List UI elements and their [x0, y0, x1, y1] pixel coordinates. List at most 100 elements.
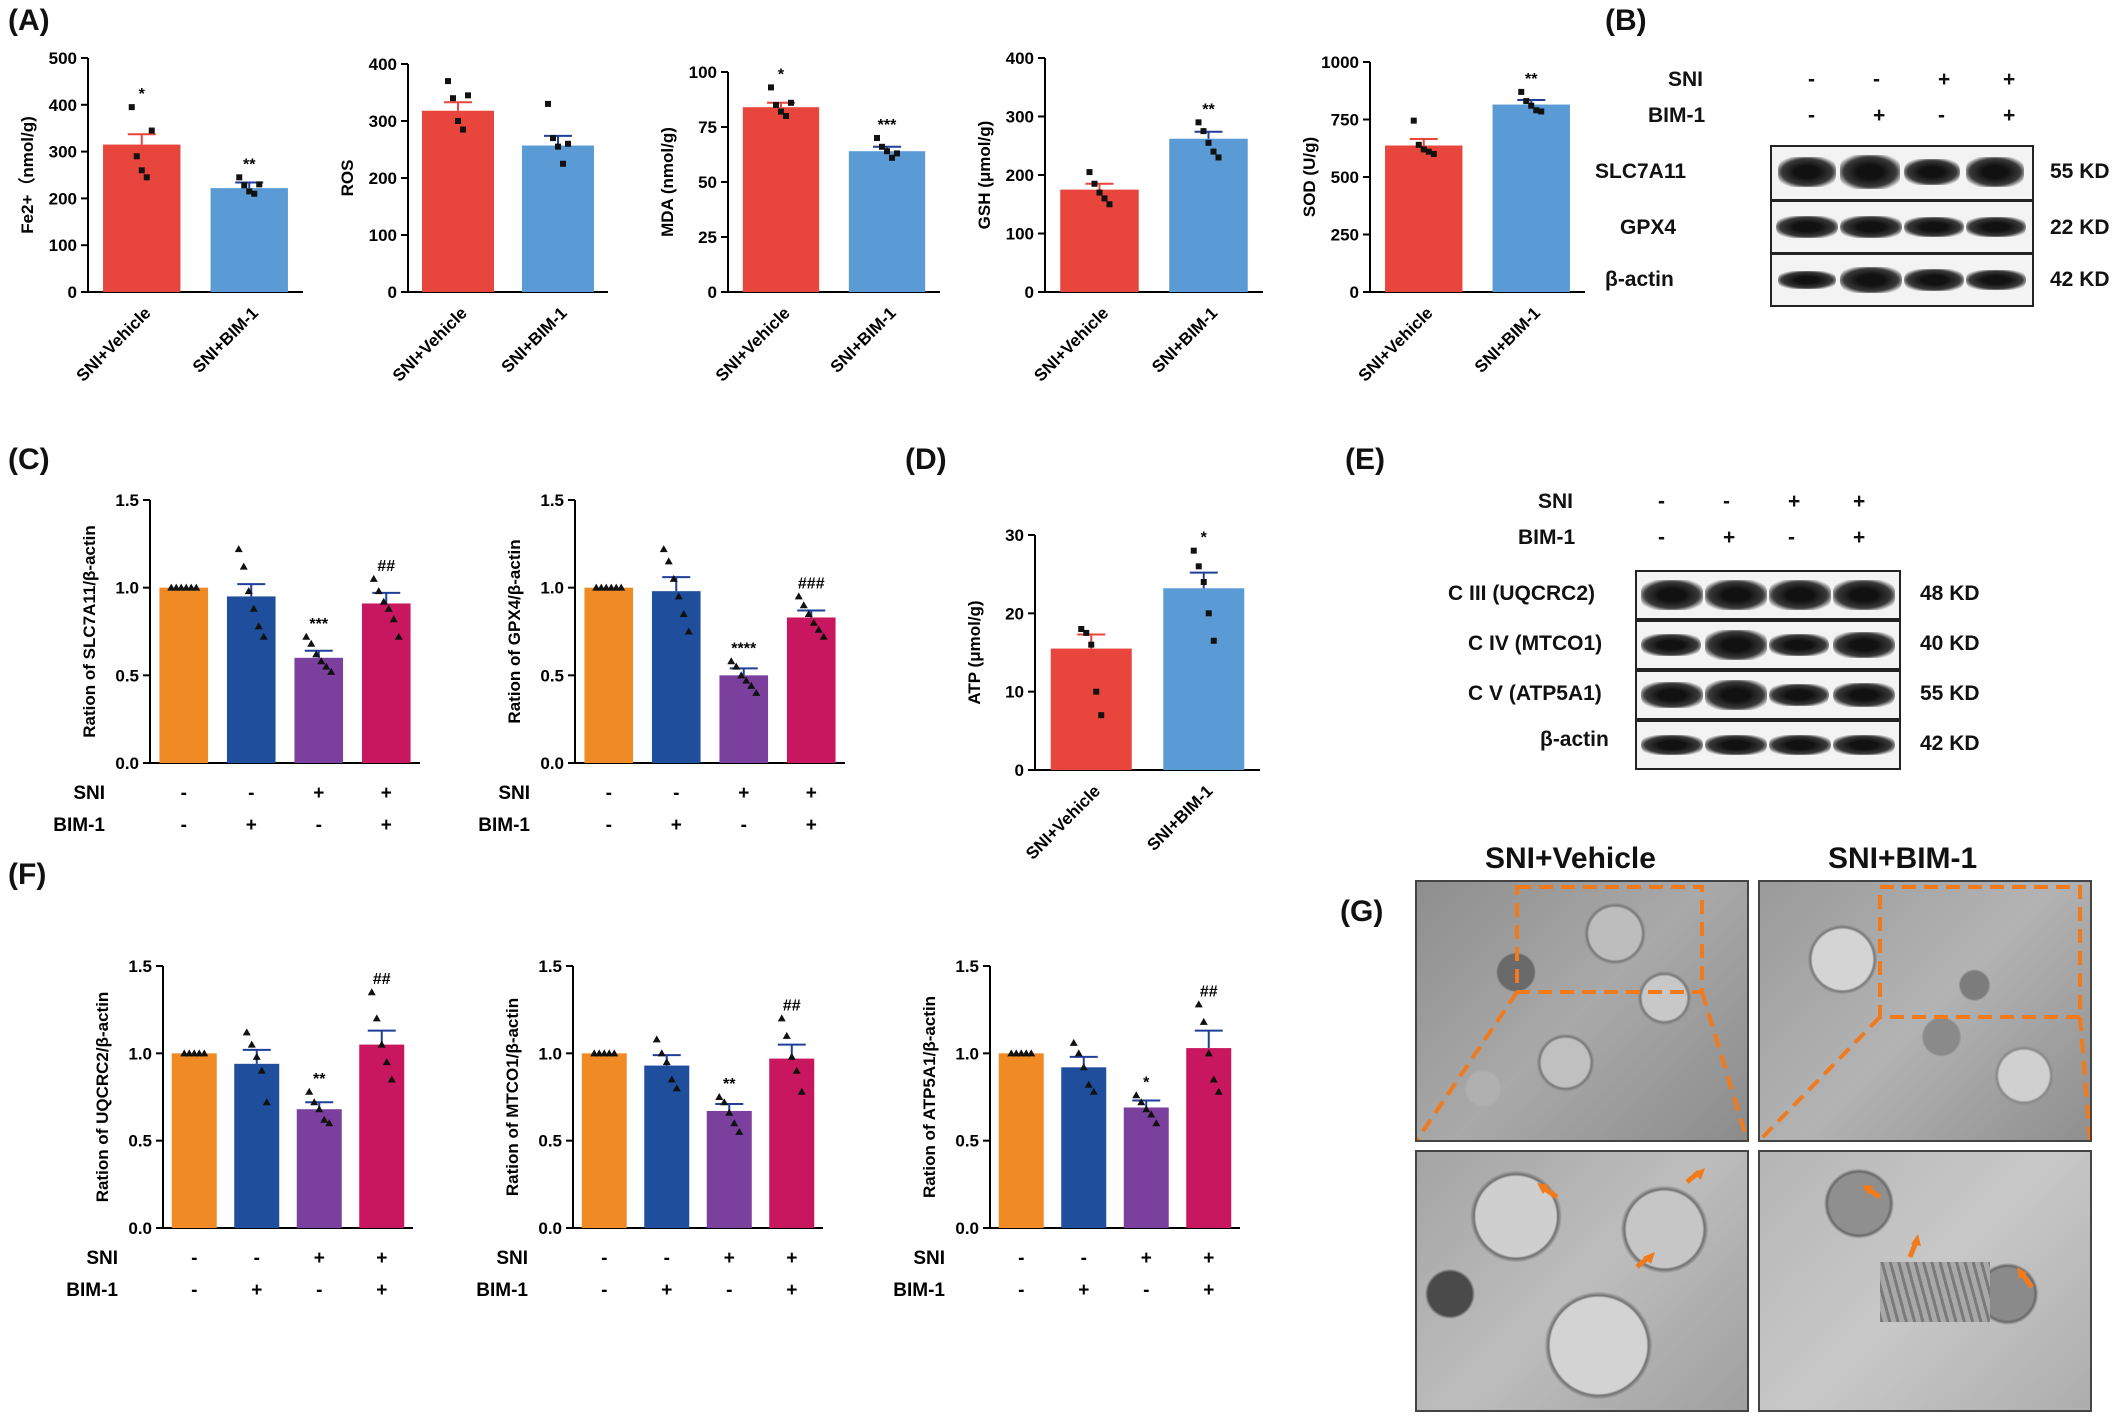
significance-label: **: [1525, 71, 1538, 88]
significance-label: ##: [373, 971, 391, 988]
em-image-vehicle-low-mag: [1415, 880, 1749, 1142]
data-point: [325, 1119, 334, 1127]
y-axis-label: ROS: [338, 160, 357, 197]
bar: [742, 107, 820, 292]
bar: [719, 675, 769, 763]
y-tick-label: 750: [1331, 111, 1359, 130]
data-point: [778, 108, 784, 115]
data-point: [1083, 629, 1090, 636]
significance-label: ##: [783, 997, 801, 1014]
data-point: [236, 174, 243, 181]
y-tick-label: 1.5: [115, 491, 139, 510]
em-title-bim1: SNI+BIM-1: [1828, 842, 1978, 875]
data-point: [320, 1115, 329, 1123]
western-blot-e: SNI BIM-1 - - + + - + - + C III (UQCRC2)…: [1440, 490, 2000, 800]
bim1-sign: -: [191, 1280, 197, 1301]
data-point: [1190, 547, 1197, 554]
data-point: [879, 143, 885, 150]
y-tick-label: 50: [698, 173, 717, 192]
data-point: [1420, 146, 1427, 153]
bar: [1163, 588, 1245, 770]
blot-e-sign: -: [1658, 490, 1665, 513]
data-point: [730, 1119, 739, 1127]
blot-e-kd: 42 KD: [1920, 732, 1980, 755]
blot-b-band-label: SLC7A11: [1595, 160, 1687, 183]
y-axis-label: ATP (μmol/g): [965, 600, 984, 704]
data-point: [251, 190, 258, 197]
data-point: [1098, 712, 1105, 719]
data-point: [322, 662, 331, 670]
bar: [1186, 1048, 1232, 1228]
data-point: [1215, 154, 1222, 161]
x-tick-label: SNI+BIM-1: [1143, 781, 1216, 854]
y-axis-label: Ration of GPX4/β-actin: [505, 539, 524, 723]
data-point: [1528, 102, 1535, 109]
panel-label-c: (C): [8, 443, 50, 476]
bim1-sign: +: [671, 815, 682, 836]
bim1-sign: +: [376, 1280, 387, 1301]
data-point: [257, 1066, 266, 1074]
y-tick-label: 400: [1006, 49, 1034, 68]
blot-e-sign: +: [1853, 490, 1866, 513]
y-tick-label: 1.5: [128, 957, 152, 976]
data-point: [617, 583, 626, 591]
blot-b-sign: +: [1873, 104, 1886, 127]
data-point: [1209, 1075, 1218, 1083]
panel-label-a: (A): [8, 4, 50, 37]
data-point: [669, 574, 678, 582]
blot-b-band-label: β-actin: [1605, 268, 1674, 291]
bim1-sign: -: [316, 1280, 322, 1301]
data-point: [317, 657, 326, 665]
data-point: [742, 676, 751, 684]
x-tick-label: SNI+BIM-1: [189, 303, 262, 376]
bar: [361, 603, 411, 763]
data-point: [792, 1066, 801, 1074]
data-point: [377, 1040, 386, 1048]
significance-label: ***: [309, 616, 328, 633]
data-point: [732, 662, 741, 670]
sni-sign: +: [724, 1248, 735, 1269]
blot-b-kd: 55 KD: [2050, 160, 2110, 183]
blot-b-band-actin: [1770, 253, 2034, 307]
data-point: [143, 174, 150, 181]
blot-b-band-slc7a11: [1770, 145, 2034, 201]
row-label-bim1: BIM-1: [476, 1280, 528, 1301]
row-label-sni: SNI: [913, 1248, 945, 1269]
bim1-sign: +: [661, 1280, 672, 1301]
significance-label: *: [778, 66, 785, 83]
y-tick-label: 0.5: [128, 1132, 152, 1151]
data-point: [384, 604, 393, 612]
y-tick-label: 25: [698, 228, 717, 247]
bar: [998, 1053, 1044, 1228]
data-point: [1195, 563, 1202, 570]
data-point: [884, 148, 890, 155]
bim1-sign: -: [1018, 1280, 1024, 1301]
data-point: [1089, 1087, 1098, 1095]
bim1-sign: -: [1143, 1280, 1149, 1301]
y-tick-label: 1.0: [540, 579, 564, 598]
y-tick-label: 0.5: [540, 666, 564, 685]
bar: [159, 587, 209, 763]
data-point: [327, 667, 336, 675]
blot-e-sign: -: [1723, 490, 1730, 513]
y-tick-label: 0.5: [115, 666, 139, 685]
blot-e-band-label: β-actin: [1540, 728, 1609, 751]
bar: [294, 657, 344, 763]
data-point: [148, 127, 155, 134]
y-tick-label: 300: [49, 143, 77, 162]
data-point: [783, 113, 789, 119]
data-point: [192, 583, 201, 591]
data-point: [1214, 1087, 1223, 1095]
data-point: [1523, 98, 1530, 105]
y-tick-label: 0: [708, 283, 717, 302]
blot-b-band-gpx4: [1770, 200, 2034, 254]
bim1-sign: +: [806, 815, 817, 836]
data-point: [787, 1052, 796, 1060]
y-tick-label: 75: [698, 118, 717, 137]
data-point: [1078, 626, 1085, 632]
sni-sign: -: [181, 783, 187, 804]
data-point: [1137, 1098, 1146, 1106]
data-point: [664, 557, 673, 565]
blot-e-row-bim1-label: BIM-1: [1518, 526, 1576, 549]
data-point: [679, 609, 688, 617]
